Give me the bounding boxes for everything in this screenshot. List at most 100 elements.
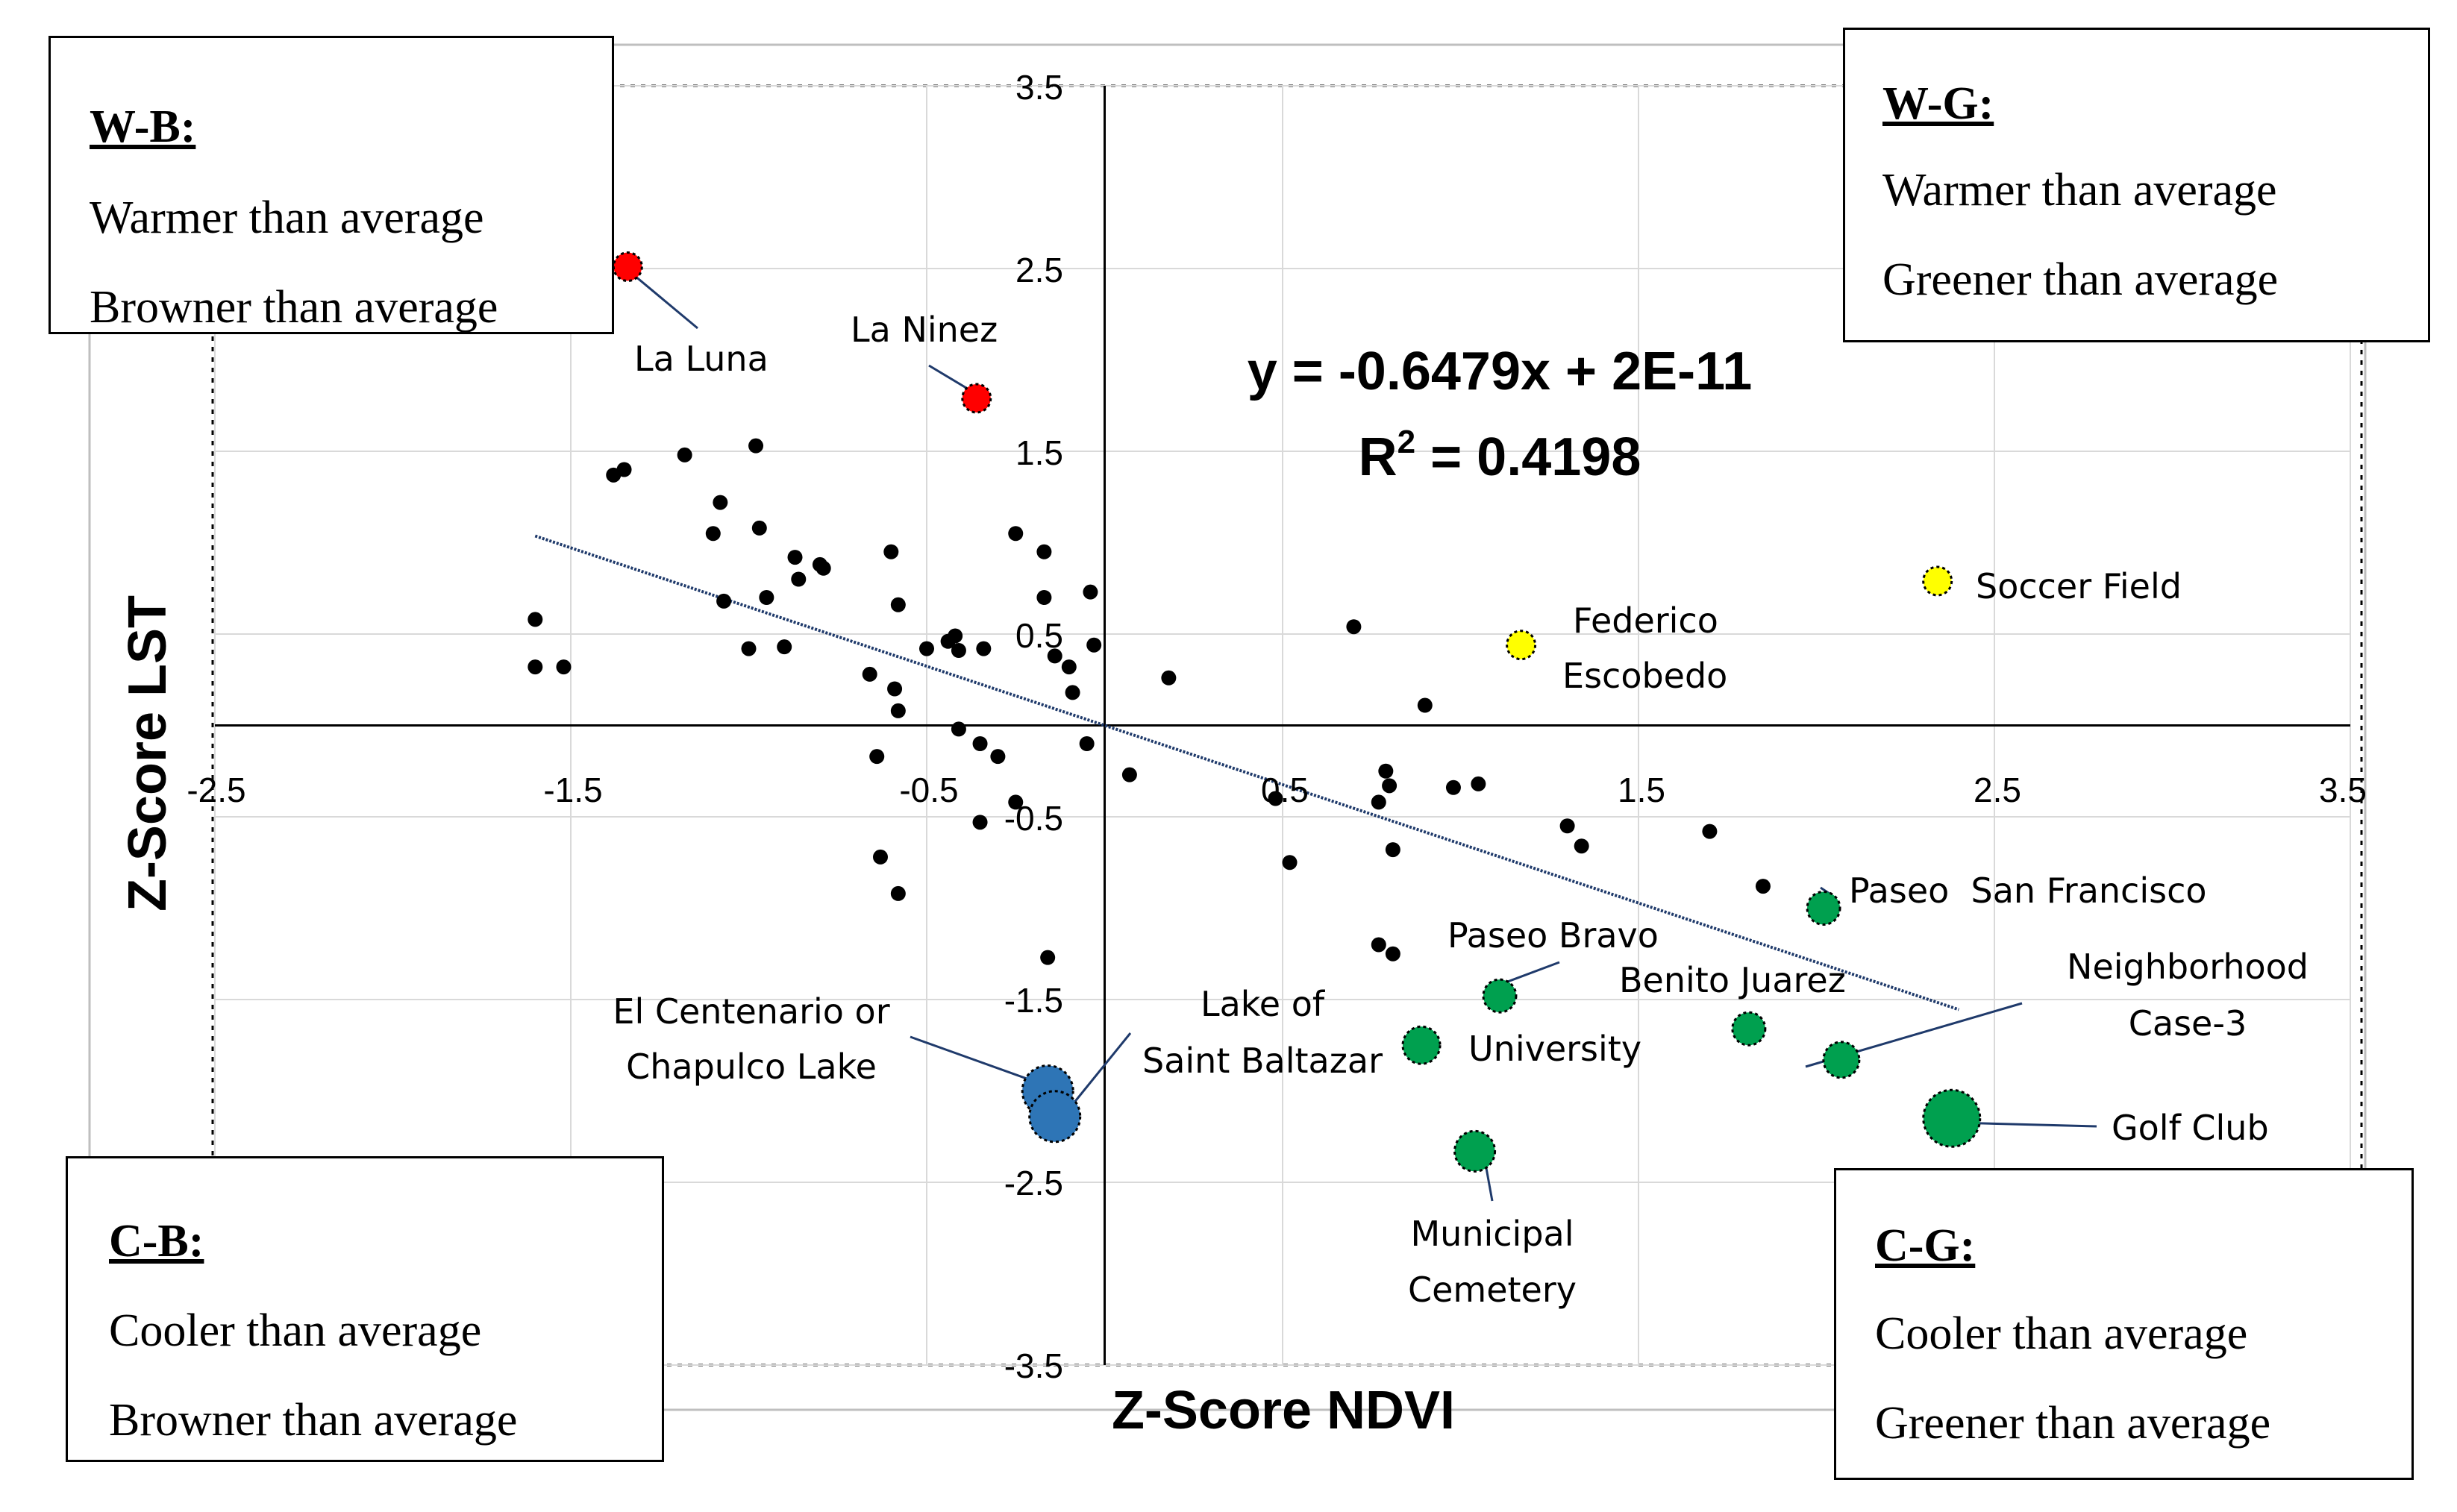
- data-point: [1702, 824, 1718, 839]
- data-point: [741, 641, 757, 656]
- data-point: [1061, 659, 1077, 675]
- plot-frame: [88, 43, 2367, 1411]
- data-point: [528, 612, 543, 627]
- data-point: [1506, 630, 1537, 661]
- y-tick-label: -3.5: [1004, 1346, 1063, 1385]
- data-point: [990, 749, 1006, 765]
- data-point: [748, 438, 764, 454]
- data-point: [616, 462, 632, 477]
- label-la-luna: La Luna: [634, 339, 769, 379]
- data-point: [1385, 842, 1400, 858]
- data-point: [951, 721, 966, 737]
- data-point: [1121, 767, 1137, 782]
- data-point: [972, 736, 988, 751]
- trendline-group: [534, 534, 1959, 1011]
- data-point: [1822, 1041, 1861, 1079]
- label-federico-escobedo: Federico: [1573, 600, 1718, 641]
- x-tick-label: -2.5: [187, 771, 245, 809]
- data-point: [972, 815, 988, 830]
- axes: [215, 86, 2350, 1365]
- x-tick-label: -1.5: [543, 771, 602, 809]
- data-point: [716, 593, 732, 609]
- label-paseo-san-francisco: Paseo San Francisco: [1849, 871, 2207, 911]
- quadrant-text: Warmer than average: [90, 192, 484, 243]
- data-point: [777, 639, 792, 655]
- label-la-ninez: La Ninez: [851, 310, 998, 350]
- leader-line: [1065, 1032, 1132, 1112]
- data-point: [1378, 763, 1394, 779]
- data-point: [1445, 779, 1461, 795]
- data-point: [1371, 937, 1386, 953]
- data-point: [1755, 879, 1771, 894]
- data-point: [1086, 637, 1102, 653]
- quadrant-text: Cooler than average: [1875, 1308, 2248, 1359]
- data-point: [919, 641, 934, 656]
- trendline: [534, 534, 1959, 1011]
- label-soccer-field: Soccer Field: [1976, 566, 2182, 606]
- leader-line: [1499, 961, 1560, 986]
- label-neighborhood-case-3: Case-3: [2129, 1003, 2247, 1044]
- label-lake-saint-baltazar: Saint Baltazar: [1142, 1041, 1383, 1081]
- y-tick-label: -0.5: [1004, 799, 1063, 838]
- data-point: [1482, 978, 1518, 1014]
- y-tick-label: 3.5: [1015, 68, 1063, 107]
- data-point: [1371, 794, 1386, 810]
- x-axis-title: Z-Score NDVI: [1112, 1381, 1455, 1440]
- data-point: [887, 681, 903, 697]
- label-el-centenario: Chapulco Lake: [626, 1047, 877, 1087]
- data-point: [1268, 791, 1283, 806]
- data-point: [787, 550, 803, 565]
- data-point: [1806, 891, 1841, 926]
- data-point: [1922, 565, 1953, 597]
- data-point: [869, 749, 885, 765]
- data-point: [1731, 1011, 1767, 1047]
- quadrant-text: Browner than average: [90, 282, 498, 333]
- data-point: [890, 703, 906, 718]
- label-federico-escobedo: Escobedo: [1562, 656, 1727, 696]
- quadrant-title: W-G:: [1882, 78, 1994, 129]
- data-point: [713, 495, 728, 510]
- x-tick-label: 2.5: [1974, 771, 2021, 809]
- data-point: [1385, 946, 1400, 962]
- data-point: [1008, 794, 1024, 810]
- quadrant-text: Warmer than average: [1882, 165, 2277, 216]
- data-point: [1036, 544, 1052, 559]
- data-point: [1079, 736, 1095, 751]
- quadrant-box-cooler-greener: C-G: Cooler than average Greener than av…: [1834, 1168, 2414, 1480]
- y-tick-label: 1.5: [1015, 433, 1063, 472]
- data-point: [751, 520, 767, 536]
- data-point: [1047, 648, 1062, 664]
- data-point: [1401, 1025, 1442, 1065]
- data-point: [759, 590, 774, 605]
- quadrant-title: C-G:: [1875, 1220, 1976, 1271]
- x-tick-label: 1.5: [1618, 771, 1665, 809]
- data-point: [1036, 590, 1052, 605]
- data-point: [816, 560, 831, 576]
- data-point: [872, 849, 888, 865]
- y-tick-label: 0.5: [1015, 616, 1063, 655]
- data-point: [951, 643, 966, 659]
- data-point: [556, 659, 572, 675]
- data-point: [1008, 526, 1024, 542]
- quadrant-text: Cooler than average: [109, 1305, 482, 1356]
- data-point: [1922, 1088, 1982, 1148]
- data-point: [1282, 855, 1298, 871]
- quadrant-box-warmer-greener: W-G: Warmer than average Greener than av…: [1843, 28, 2430, 342]
- data-point: [1040, 950, 1056, 965]
- label-el-centenario: El Centenario or: [613, 991, 889, 1032]
- data-point: [1346, 619, 1362, 635]
- label-benito-juarez: Benito Juarez: [1619, 960, 1846, 1000]
- data-point: [1382, 778, 1397, 794]
- data-point: [1028, 1090, 1082, 1144]
- label-golf-club: Golf Club: [2112, 1108, 2269, 1148]
- data-point: [677, 447, 692, 462]
- trendline-equation: y = -0.6479x + 2E-11: [1248, 342, 1753, 401]
- quadrant-title: W-B:: [90, 101, 196, 152]
- label-municipal-cemetery: Cemetery: [1408, 1270, 1577, 1310]
- quadrant-text: Greener than average: [1882, 254, 2279, 305]
- data-point: [791, 571, 807, 587]
- y-tick-label: -2.5: [1004, 1164, 1063, 1202]
- x-tick-label: -0.5: [899, 771, 958, 809]
- r-squared-label: R2 = 0.4198: [1359, 424, 1641, 487]
- data-point: [1065, 685, 1080, 700]
